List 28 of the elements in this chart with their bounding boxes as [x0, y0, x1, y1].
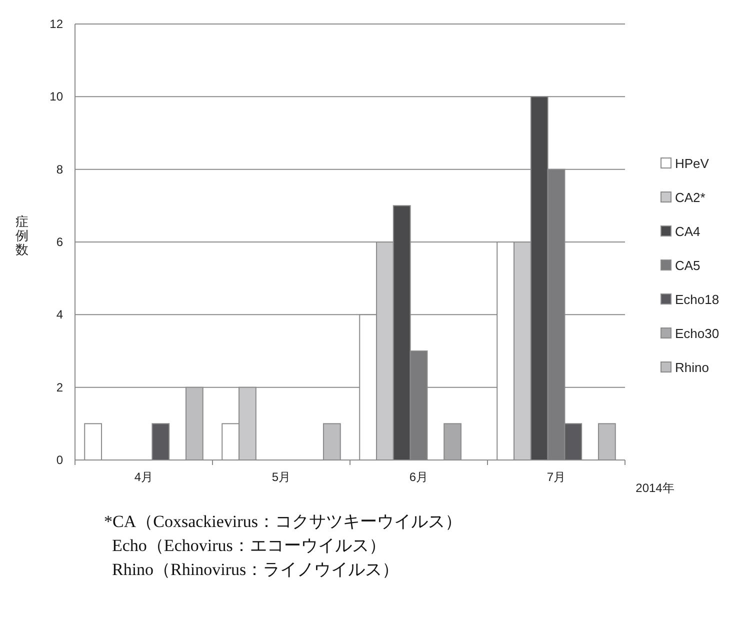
text: Rhino（Rhinovirus：ライノウイルス）	[112, 560, 400, 579]
x-tick-label: 7月	[546, 470, 566, 484]
legend-label: CA2*	[675, 190, 706, 205]
text: *CA（Coxsackievirus：コクサツキーウイルス）	[104, 512, 462, 531]
x-axis-title: 2014年	[636, 481, 674, 495]
y-tick-label: 0	[56, 453, 64, 467]
x-tick-label: 6月	[409, 470, 428, 484]
x-tick-label: 5月	[272, 470, 291, 484]
legend-label: Echo18	[675, 292, 720, 307]
y-tick-label: 10	[50, 90, 64, 104]
text: Echo（Echovirus：エコーウイルス）	[112, 536, 386, 555]
y-tick-label: 12	[50, 17, 64, 31]
y-tick-label: 6	[56, 235, 64, 249]
legend-label: CA4	[675, 224, 700, 239]
legend-label: CA5	[675, 258, 700, 273]
bar	[444, 423, 462, 460]
legend-label: Echo30	[675, 326, 720, 341]
x-tick-label: 4月	[134, 470, 154, 484]
bar	[322, 423, 341, 460]
y-tick-label: 2	[56, 380, 64, 394]
y-axis-title: 症例数	[16, 214, 28, 257]
legend-label: HPeV	[675, 156, 710, 171]
bar	[84, 423, 102, 460]
bar	[152, 423, 170, 460]
y-tick-label: 4	[56, 308, 64, 322]
legend-label: Rhino	[675, 360, 709, 375]
bar	[598, 423, 616, 460]
y-tick-label: 8	[56, 162, 64, 176]
